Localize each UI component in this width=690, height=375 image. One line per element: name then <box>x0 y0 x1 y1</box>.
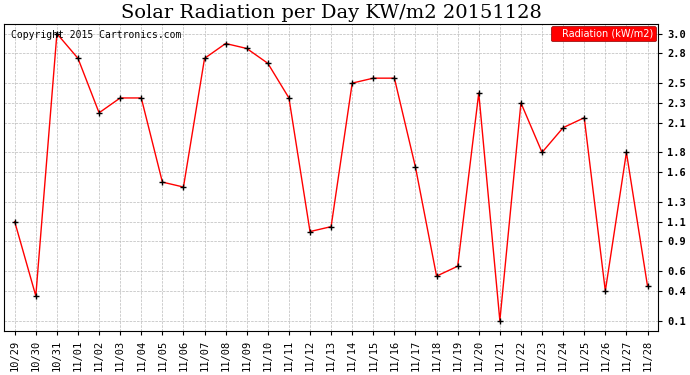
Legend: Radiation (kW/m2): Radiation (kW/m2) <box>551 26 656 42</box>
Title: Solar Radiation per Day KW/m2 20151128: Solar Radiation per Day KW/m2 20151128 <box>121 4 542 22</box>
Text: Copyright 2015 Cartronics.com: Copyright 2015 Cartronics.com <box>11 30 181 40</box>
